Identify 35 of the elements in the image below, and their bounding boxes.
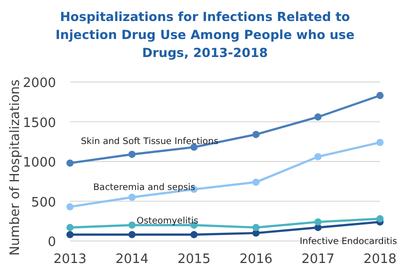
point xyxy=(66,224,74,232)
point xyxy=(376,138,384,146)
y-tick-label: 1500 xyxy=(22,116,56,131)
series-label: Skin and Soft Tissue Infections xyxy=(80,137,219,148)
y-tick-label: 2000 xyxy=(22,76,56,91)
point xyxy=(376,215,384,222)
point xyxy=(66,159,74,167)
y-tick-label: 0 xyxy=(48,235,56,250)
series-label: Bacteremia and sepsis xyxy=(93,183,196,194)
x-tick-label: 2013 xyxy=(53,252,87,267)
x-tick-label: 2014 xyxy=(115,252,149,267)
y-tick-label: 1000 xyxy=(22,156,56,170)
series-label: Osteomyelitis xyxy=(136,216,199,227)
point xyxy=(128,194,136,201)
point xyxy=(252,178,260,186)
point xyxy=(190,231,198,238)
x-tick-label: 2017 xyxy=(301,252,335,267)
point xyxy=(314,113,322,121)
point xyxy=(252,224,260,232)
point xyxy=(376,92,384,100)
point xyxy=(128,150,136,158)
point xyxy=(128,222,136,229)
point xyxy=(66,203,74,210)
point xyxy=(66,231,74,238)
y-tick-label: 500 xyxy=(31,195,56,210)
x-tick-label: 2016 xyxy=(239,252,273,267)
point xyxy=(252,130,260,138)
series-label: Infective Endocarditis xyxy=(300,237,398,248)
y-axis-title: Number of Hospitalizations xyxy=(8,79,23,256)
point xyxy=(314,218,322,226)
x-tick-label: 2018 xyxy=(363,252,397,267)
point xyxy=(128,231,136,238)
point xyxy=(314,153,322,160)
chart-title: Hospitalizations for Infections Related to Injection Drug Use Among People who use Drugs, 2013-2018 xyxy=(56,9,354,60)
x-tick-label: 2015 xyxy=(177,252,211,267)
